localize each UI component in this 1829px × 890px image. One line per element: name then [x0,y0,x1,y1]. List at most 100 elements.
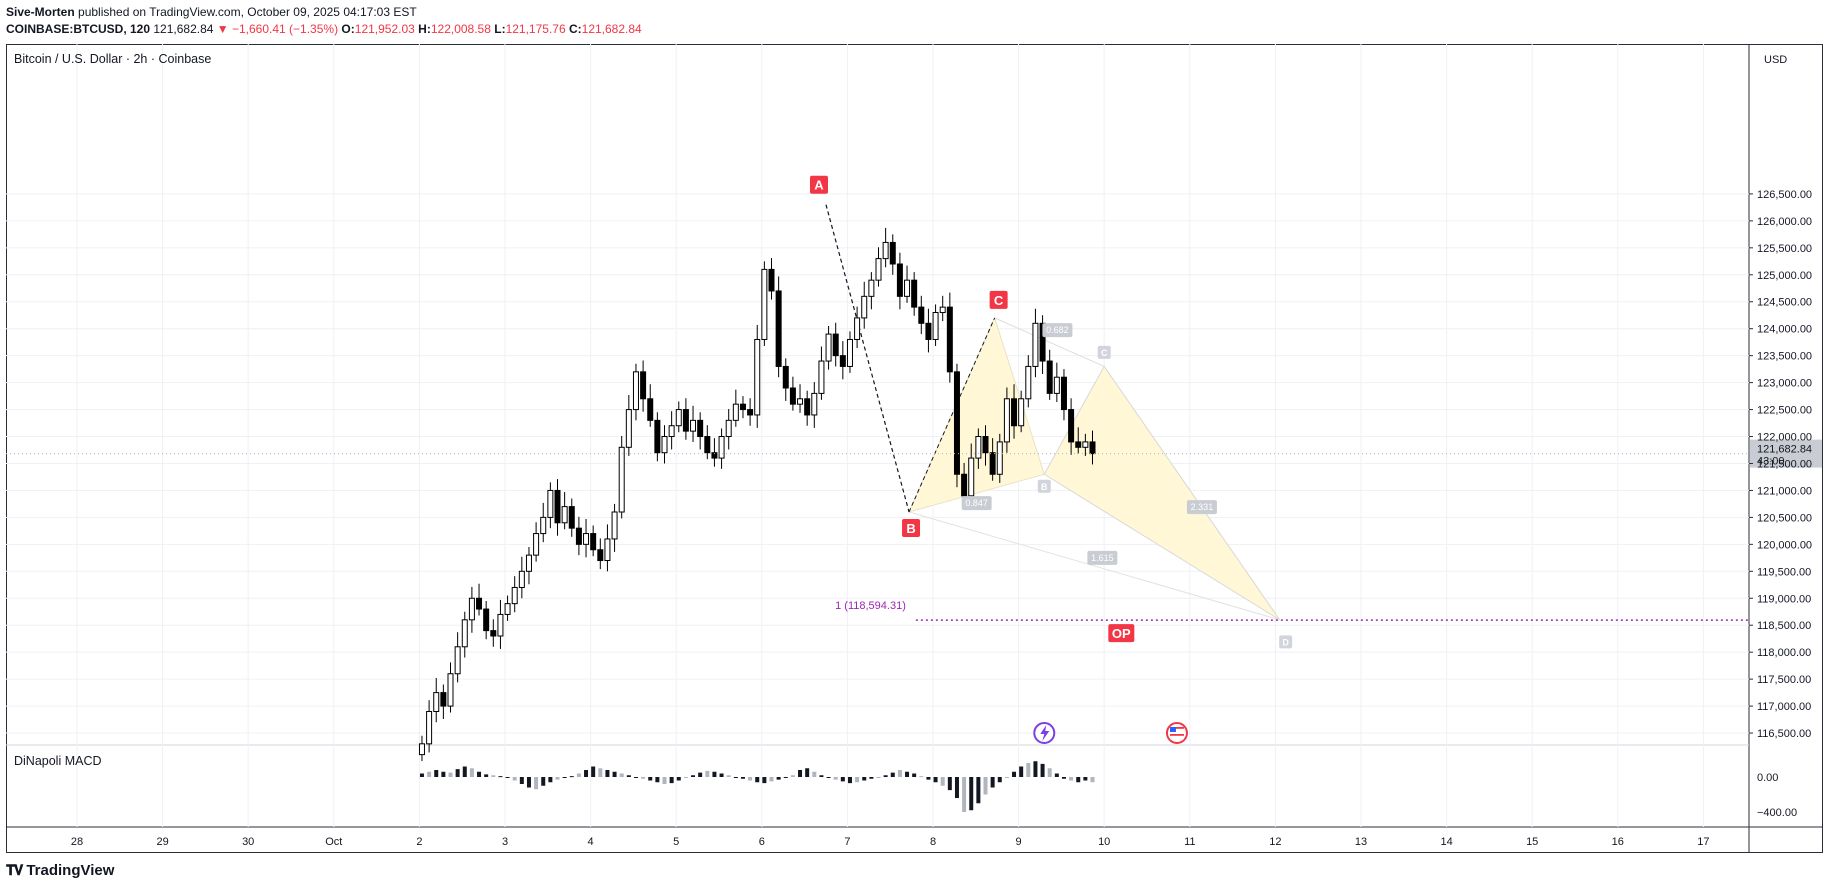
candle [953,363,960,488]
op-label: OP [1112,626,1131,641]
candle [761,261,768,346]
candle [668,411,675,450]
candle [690,405,697,442]
candle-body [761,268,768,340]
author-name[interactable]: Sive-Morten [6,5,75,19]
candle-body [918,306,925,324]
candle-body [961,473,968,497]
time-tick-label: 28 [71,836,83,848]
macd-bar [1026,763,1031,777]
macd-bar [434,770,439,777]
close-label: C: [568,22,582,36]
candle [1082,433,1089,456]
candle [711,438,718,467]
macd-bar [548,777,553,783]
macd-bar [954,777,959,798]
candle-body [811,392,818,416]
macd-bar [683,777,688,778]
pattern-triangle-bcd [1043,365,1281,621]
candle [640,360,647,412]
candle [797,384,804,413]
macd-bar [691,775,696,777]
candle [440,684,447,720]
macd-bar [1054,773,1059,777]
macd-bar [1040,763,1045,777]
macd-bar [455,769,460,777]
macd-bar [1061,777,1066,779]
macd-bar [755,777,760,783]
macd-bar [598,768,603,777]
candle-body [789,387,796,405]
candle [775,276,782,378]
flag-canton [1169,727,1176,732]
time-tick-label: 17 [1697,836,1709,848]
candle-body [426,710,433,745]
candle-body [540,516,547,535]
macd-bar [826,777,831,778]
price-tick-label: 118,000.00 [1757,647,1811,659]
candle-body [497,613,504,637]
macd-bar [705,770,710,777]
candle-body [911,279,918,308]
candle [554,479,561,536]
time-tick-label: 11 [1184,836,1195,848]
macd-bar [569,776,574,778]
price-tick-label: 120,000.00 [1757,539,1812,551]
us-flag-event-icon [1165,722,1188,744]
flag-stripe [1169,734,1184,736]
macd-bar [519,777,524,784]
candle-body [1025,365,1032,400]
candle-body [818,360,825,394]
candle [561,492,568,530]
currency-button[interactable]: USD [1764,54,1788,66]
time-tick-label: 8 [930,836,936,848]
price-tick-label: 123,500.00 [1757,351,1812,363]
indicator-label[interactable]: DiNapoli MACD [14,754,102,768]
candle [704,425,711,460]
macd-bar [626,775,631,777]
pattern-line [994,317,1105,367]
time-tick-label: Oct [325,836,342,848]
op-badge [1108,624,1135,643]
candle-body [504,603,511,615]
candle [1075,427,1082,454]
macd-bar [576,773,581,777]
level-label: 1 (118,594.31) [835,600,906,612]
macd-bar [726,775,731,777]
macd-bar [505,777,510,778]
candle [597,538,604,570]
candle [661,425,668,464]
macd-bar [534,777,539,790]
price-tick-label: 124,000.00 [1757,324,1812,336]
time-tick-label: 12 [1269,836,1281,848]
candle [961,462,968,503]
macd-bar [876,777,881,778]
candle-body [896,263,903,297]
candle-body [968,457,975,497]
price-tick-label: 122,500.00 [1757,405,1812,417]
ratio-badge [961,496,992,511]
candle-body [725,419,732,438]
time-tick-label: 14 [1440,836,1452,848]
tradingview-logo[interactable]: 𝐓𝐕 TradingView [6,862,114,879]
candle [832,322,839,367]
candle-body [468,597,475,621]
macd-bar [662,777,667,784]
chart-frame[interactable] [6,44,1823,853]
candle [1089,430,1096,465]
candle-body [882,241,889,260]
ratio-badge [1042,323,1073,338]
candle-body [1046,360,1053,394]
candle [647,384,654,427]
candle-body [647,398,654,421]
time-tick-label: 4 [588,836,594,848]
time-tick-label: 29 [156,836,168,848]
candle [433,678,440,723]
candle-body [946,306,953,373]
macd-bar [491,775,496,777]
price-tick-label: 126,000.00 [1757,216,1812,228]
candle [483,600,490,640]
macd-bar [555,777,560,780]
macd-bar [919,776,924,778]
